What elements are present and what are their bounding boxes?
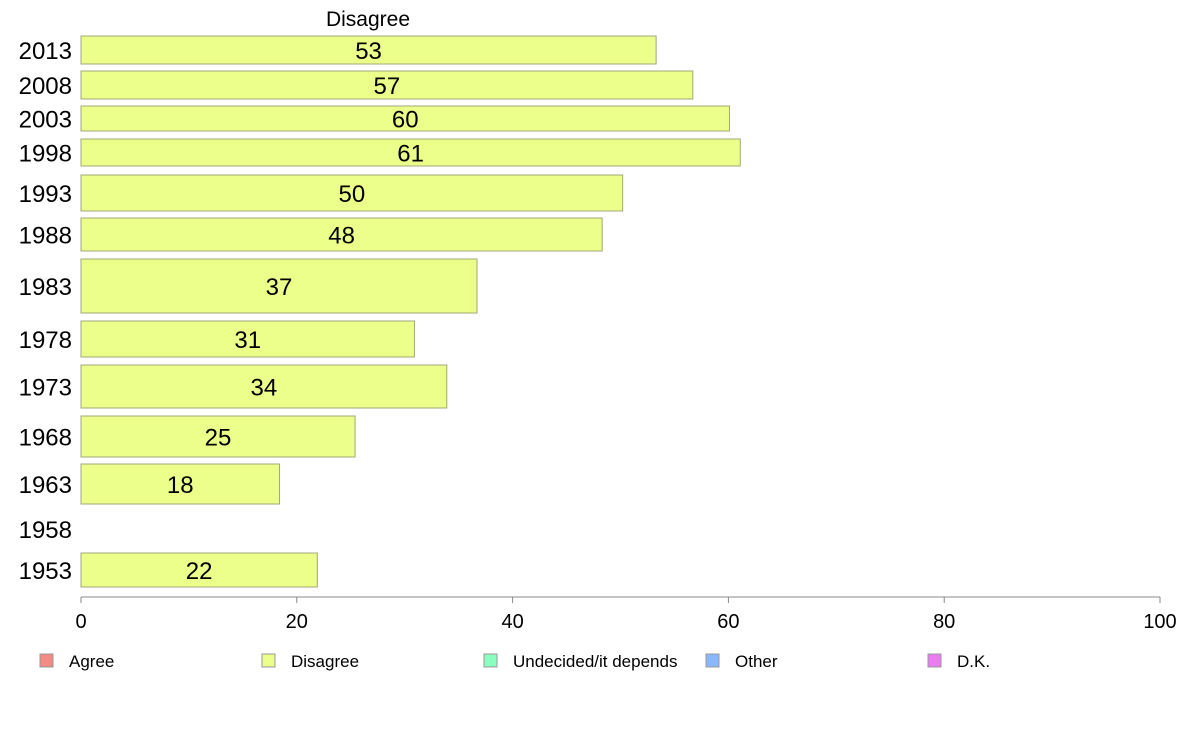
legend-label: D.K. xyxy=(957,652,990,671)
data-label: 25 xyxy=(205,425,232,452)
data-label: 31 xyxy=(234,327,261,354)
bar-1988 xyxy=(80,217,603,252)
legend-swatch xyxy=(39,653,54,668)
y-tick-label: 2013 xyxy=(19,38,72,65)
bar-2008 xyxy=(80,70,694,100)
bar-1968 xyxy=(80,415,356,458)
legend-swatch xyxy=(261,653,276,668)
legend-swatch xyxy=(927,653,942,668)
y-axis-labels: 2013 2008 2003 1998 1993 1988 1983 1978 1973 1968… xyxy=(19,38,72,585)
chart-title: Disagree xyxy=(326,8,410,31)
y-tick-label: 1993 xyxy=(19,181,72,208)
legend-label: Undecided/it depends xyxy=(513,652,677,671)
x-axis: 0 20 40 60 80 100 xyxy=(75,596,1177,633)
y-tick-label: 1978 xyxy=(19,327,72,354)
y-tick-label: 1983 xyxy=(19,274,72,301)
y-tick-label: 2003 xyxy=(19,107,72,134)
data-label: 53 xyxy=(355,38,382,65)
x-tick-label: 0 xyxy=(75,611,86,633)
y-tick-label: 1973 xyxy=(19,375,72,402)
legend-label: Agree xyxy=(69,652,114,671)
y-tick-label: 1988 xyxy=(19,223,72,250)
bar-1993 xyxy=(80,174,624,212)
y-tick-label: 1998 xyxy=(19,141,72,168)
data-label: 60 xyxy=(392,107,419,134)
data-label: 34 xyxy=(251,375,278,402)
bar-1963 xyxy=(80,463,281,505)
x-tick-label: 100 xyxy=(1143,611,1176,633)
bar-1978 xyxy=(80,320,415,358)
legend-label: Disagree xyxy=(291,652,359,671)
bar-2003 xyxy=(80,105,730,132)
x-tick-label: 20 xyxy=(286,611,308,633)
data-label: 37 xyxy=(266,274,293,301)
bar-1973 xyxy=(80,364,448,409)
y-tick-label: 2008 xyxy=(19,73,72,100)
data-label: 48 xyxy=(328,223,355,250)
data-label: 18 xyxy=(167,472,194,499)
bar-2013 xyxy=(80,35,657,65)
legend-swatch xyxy=(705,653,720,668)
bar-1953 xyxy=(80,552,318,588)
legend: Agree Disagree Undecided/it depends Other D.… xyxy=(39,652,990,671)
data-label: 61 xyxy=(397,141,424,168)
data-label: 22 xyxy=(186,558,213,585)
x-tick-label: 60 xyxy=(717,611,739,633)
legend-swatch xyxy=(483,653,498,668)
x-tick-label: 40 xyxy=(501,611,523,633)
legend-label: Other xyxy=(735,652,778,671)
data-label: 57 xyxy=(374,73,401,100)
bar-1983 xyxy=(80,258,478,314)
x-tick-label: 80 xyxy=(933,611,955,633)
bar-1998 xyxy=(80,138,741,167)
y-tick-label: 1963 xyxy=(19,472,72,499)
y-tick-label: 1953 xyxy=(19,558,72,585)
data-label: 50 xyxy=(338,181,365,208)
y-tick-label: 1958 xyxy=(19,517,72,544)
y-tick-label: 1968 xyxy=(19,425,72,452)
